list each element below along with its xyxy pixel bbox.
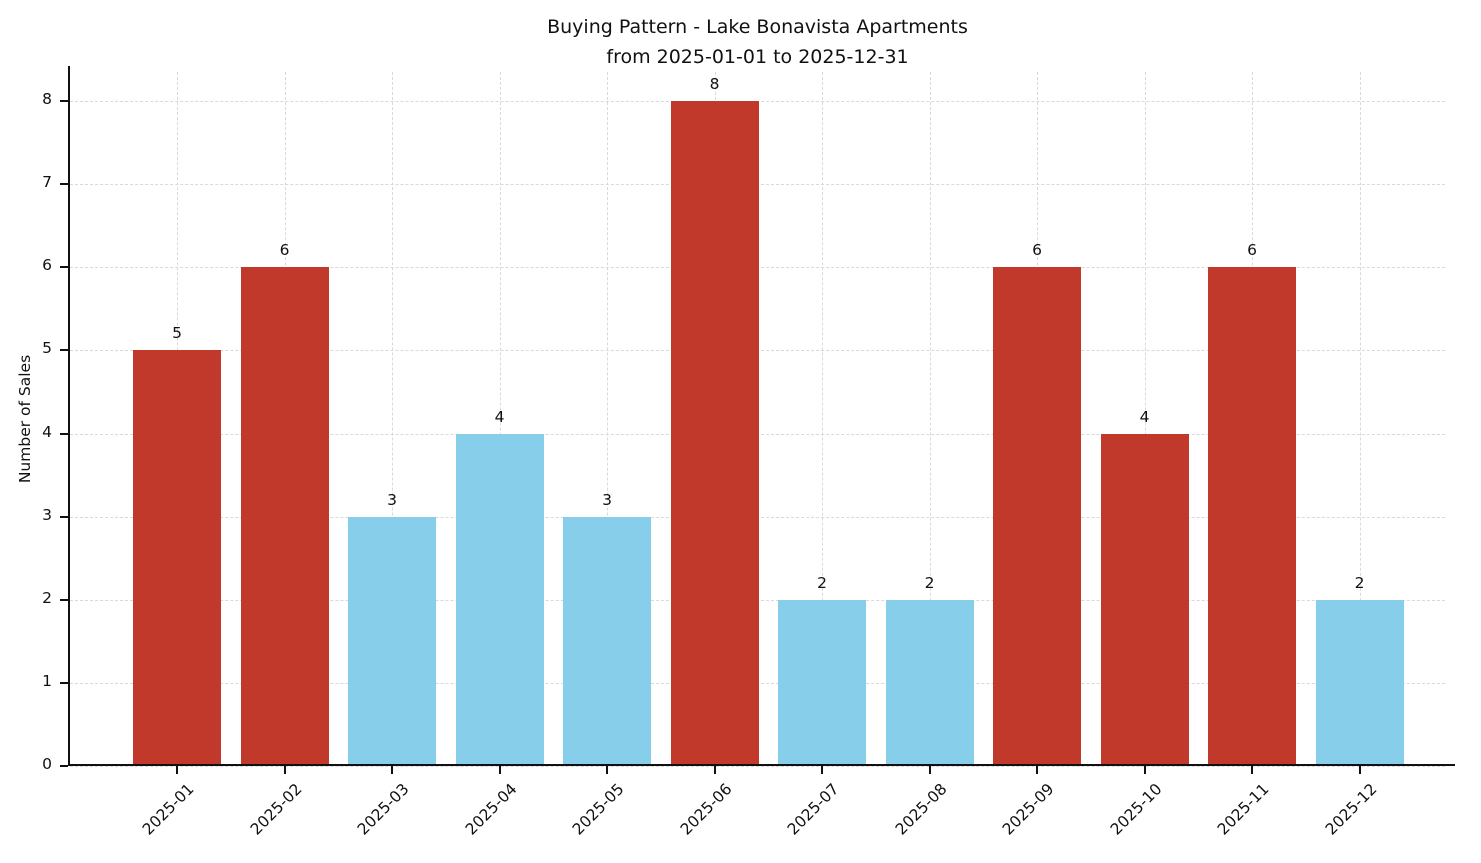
y-axis-tick [60,266,68,269]
y-tick-label: 8 [42,90,52,109]
x-tick-label: 2025-06 [676,780,736,839]
x-tick-label: 2025-05 [569,780,628,839]
y-tick-label: 4 [42,422,52,441]
gridline-v [822,72,823,766]
y-tick-label: 1 [42,671,52,690]
x-tick-label: 2025-11 [1214,780,1273,839]
x-axis-tick [928,766,931,774]
y-axis-tick [60,183,68,186]
x-axis-tick [821,766,823,774]
y-tick-label: 2 [42,588,52,607]
y-tick-label: 0 [42,755,52,773]
x-tick-label: 2025-02 [246,780,306,839]
bar [563,516,651,766]
x-axis-tick [713,766,716,774]
x-axis-tick [1251,766,1253,774]
y-tick-label: 6 [42,256,52,275]
bar-value-label: 6 [1032,241,1042,260]
gridline-h [70,766,1445,767]
x-tick-label: 2025-08 [891,780,951,839]
y-axis-tick [60,598,68,601]
bar-value-label: 4 [1139,407,1150,426]
bar [670,101,759,766]
x-axis-tick [283,766,286,774]
gridline-v [499,72,501,766]
bar-value-label: 3 [602,490,612,509]
bar [455,433,544,766]
bar-value-label: 4 [494,407,505,426]
x-axis-tick [1036,766,1038,774]
x-tick-label: 2025-10 [1106,780,1166,839]
y-tick-label: 5 [42,339,52,358]
x-axis-tick [176,766,178,774]
bar [1208,267,1296,766]
bar [993,267,1081,766]
bar [348,516,436,766]
bar-value-label: 3 [387,490,397,509]
y-axis-spine [68,66,70,766]
y-axis-tick [60,100,68,103]
bar-value-label: 2 [924,573,935,592]
x-tick-label: 2025-09 [999,780,1058,839]
bar-value-label: 5 [172,324,182,343]
bar-value-label: 8 [709,75,720,94]
bar-value-label: 2 [817,573,827,592]
chart-title: Buying Pattern - Lake Bonavista Apartmen… [70,12,1445,72]
gridline-v [1144,72,1146,766]
bar-value-label: 6 [1247,241,1257,260]
chart-title-line2: from 2025-01-01 to 2025-12-31 [606,46,909,68]
y-axis-tick [60,349,68,352]
y-tick-label: 3 [42,505,52,524]
x-tick-label: 2025-03 [354,780,413,839]
y-axis-tick [60,765,68,767]
x-axis-tick [391,766,393,774]
bar [885,599,974,766]
x-axis-spine [68,764,1455,766]
x-axis-tick [1143,766,1146,774]
x-tick-label: 2025-01 [139,780,198,839]
y-axis-label: Number of Sales [16,354,34,484]
x-tick-label: 2025-04 [461,780,521,839]
gridline-v [392,72,393,766]
gridline-v [607,72,608,766]
gridline-v [1359,72,1361,766]
x-axis-tick [606,766,608,774]
bar [778,599,866,766]
bar-value-label: 2 [1354,573,1365,592]
plot-area: 0 1 2 3 4 5 6 7 8 5 2025-01 6 2025-02 3 2025-03 4 2025-0… [42,66,1455,839]
x-axis-tick [1358,766,1361,774]
bar [1100,433,1189,766]
gridline-v [929,72,931,766]
chart-title-line1: Buying Pattern - Lake Bonavista Apartmen… [547,16,968,38]
bar [240,267,329,766]
x-axis-tick [498,766,501,774]
bar [133,350,221,766]
bar-value-label: 6 [279,241,290,260]
y-tick-label: 7 [42,173,52,192]
x-tick-label: 2025-12 [1321,780,1381,839]
y-axis-tick [60,681,68,684]
bar [1315,599,1404,766]
y-axis-tick [60,515,68,518]
x-tick-label: 2025-07 [784,780,843,839]
y-axis-tick [60,432,68,435]
